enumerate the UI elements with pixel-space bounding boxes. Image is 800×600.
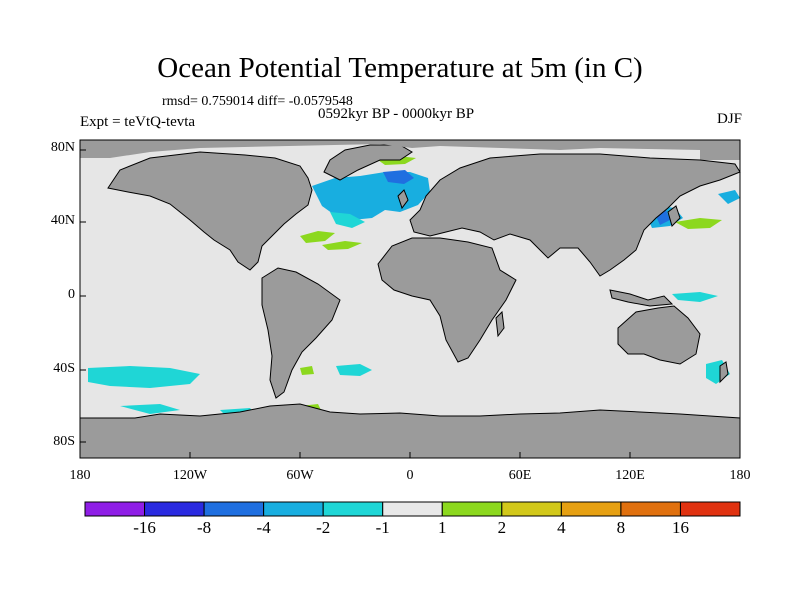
land-greenland	[323, 144, 413, 181]
southern-ocean-cool-patch-1	[120, 404, 180, 414]
colorbar-label-6: 2	[497, 518, 507, 537]
north-atlantic-weak-patch	[330, 212, 365, 228]
colorbar-swatch-3	[263, 501, 324, 517]
land-madagascar	[495, 310, 505, 338]
colorbar-label-7: 4	[557, 518, 566, 537]
colorbar-swatch-9	[620, 501, 681, 517]
atlantic-warm-streak-2	[322, 241, 362, 250]
stats-line: rmsd= 0.759014 diff= -0.0579548	[162, 94, 353, 109]
lon-label-180e: 180	[729, 468, 751, 483]
land-south-america	[261, 267, 341, 399]
colorbar-swatch-7	[501, 501, 562, 517]
lat-label-80n: 80N	[50, 140, 75, 155]
land-indonesia	[609, 289, 674, 307]
lon-label-0: 0	[406, 468, 414, 483]
nw-pacific-cool-edge	[718, 190, 740, 204]
patagonia-warm-patch	[300, 366, 314, 375]
land-new-zealand	[719, 361, 729, 384]
land-antarctica	[79, 403, 741, 459]
land-north-america	[107, 151, 313, 271]
atlantic-warm-streak-1	[300, 231, 335, 243]
period-label: 0592kyr BP - 0000kyr BP	[318, 106, 475, 122]
season-label: DJF	[716, 111, 742, 127]
colorbar-label-8: 8	[616, 518, 626, 537]
colorbar-label-2: -4	[256, 518, 271, 537]
figure-title: Ocean Potential Temperature at 5m (in C)	[157, 52, 643, 84]
colorbar-swatch-0	[84, 501, 146, 517]
colorbar-swatch-5	[382, 501, 443, 517]
north-atlantic-strong-patch	[383, 170, 414, 184]
lon-label-60w: 60W	[286, 468, 314, 483]
land-eurasia	[409, 153, 741, 277]
lon-label-120e: 120E	[615, 468, 645, 483]
colorbar-swatch-8	[560, 501, 622, 517]
lon-label-180w: 180	[69, 468, 91, 483]
land-masses	[79, 140, 741, 459]
lon-label-60e: 60E	[508, 468, 532, 483]
lat-label-equator: 0	[68, 287, 75, 302]
colorbar-label-5: 1	[438, 518, 447, 537]
lat-label-40n: 40N	[50, 213, 75, 228]
indian-ocean-cool-patch	[672, 292, 718, 302]
experiment-label: Expt = teVtQ-tevta	[80, 114, 196, 130]
land-arctic-strip	[80, 140, 740, 160]
colorbar-swatch-2	[203, 501, 265, 517]
colorbar-swatch-1	[144, 501, 205, 517]
colorbar	[84, 501, 741, 517]
colorbar-swatch-4	[322, 501, 384, 517]
south-atlantic-cool-patch	[336, 364, 372, 376]
colorbar-label-3: -2	[316, 518, 331, 537]
colorbar-swatch-10	[679, 501, 741, 517]
colorbar-label-0: -16	[133, 518, 156, 537]
lat-label-40s: 40S	[53, 361, 75, 376]
land-africa	[377, 237, 517, 363]
tick-marks	[79, 149, 741, 458]
nw-pacific-warm-patch	[675, 218, 722, 229]
lon-label-120w: 120W	[172, 468, 208, 483]
land-australia	[617, 305, 701, 365]
colorbar-label-1: -8	[196, 518, 212, 537]
colorbar-label-4: -1	[375, 518, 390, 537]
south-pacific-cool-band	[88, 366, 200, 388]
land-japan	[667, 205, 681, 227]
north-atlantic-cool-patch	[312, 172, 430, 220]
colorbar-swatch-6	[441, 501, 503, 517]
colorbar-label-9: 16	[671, 518, 689, 537]
land-british-isles	[397, 189, 409, 210]
lat-label-80s: 80S	[53, 434, 75, 449]
